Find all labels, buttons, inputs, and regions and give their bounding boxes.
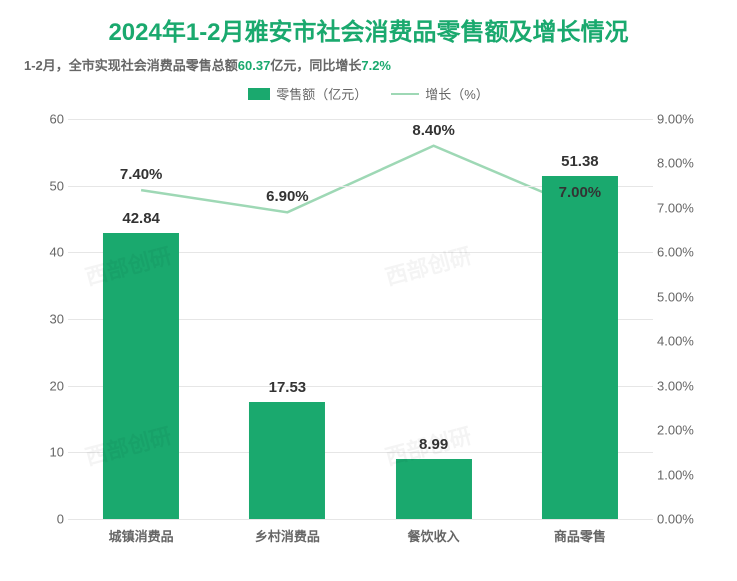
y-left-tick-label: 40 (24, 245, 64, 260)
y-right-tick-label: 1.00% (657, 467, 713, 482)
line-value-label: 7.00% (559, 184, 602, 201)
bar (396, 459, 472, 519)
legend-line-swatch (391, 93, 419, 95)
legend-item-line: 增长（%） (391, 84, 489, 103)
y-left-tick-label: 50 (24, 178, 64, 193)
plot-inner: 01020304050600.00%1.00%2.00%3.00%4.00%5.… (68, 119, 653, 519)
line-value-label: 8.40% (412, 122, 455, 139)
x-axis-label: 商品零售 (554, 526, 606, 545)
chart-container: 2024年1-2月雅安市社会消费品零售额及增长情况 1-2月，全市实现社会消费品… (0, 0, 737, 581)
bar-value-label: 17.53 (269, 379, 307, 396)
y-left-tick-label: 30 (24, 312, 64, 327)
legend: 零售额（亿元） 增长（%） (24, 84, 713, 103)
x-axis-label: 乡村消费品 (255, 526, 320, 545)
subtitle-prefix: 1-2月，全市实现社会消费品零售总额 (24, 58, 238, 73)
line-value-label: 6.90% (266, 188, 309, 205)
y-right-tick-label: 2.00% (657, 423, 713, 438)
bar (249, 402, 325, 519)
y-left-tick-label: 60 (24, 112, 64, 127)
x-axis-label: 餐饮收入 (408, 526, 460, 545)
y-right-tick-label: 4.00% (657, 334, 713, 349)
x-axis-label: 城镇消费品 (109, 526, 174, 545)
y-left-tick-label: 20 (24, 378, 64, 393)
y-right-tick-label: 3.00% (657, 378, 713, 393)
bar (103, 233, 179, 519)
y-right-tick-label: 0.00% (657, 512, 713, 527)
gridline (68, 119, 653, 120)
y-right-tick-label: 7.00% (657, 200, 713, 215)
subtitle-mid: 亿元，同比增长 (270, 58, 361, 73)
y-right-tick-label: 8.00% (657, 156, 713, 171)
plot-area: 0 10 20 30 40 50 60 0.00% 1.00% 2.00% 3.00% 4.00% 5.… (24, 109, 713, 549)
bar-value-label: 8.99 (419, 436, 448, 453)
y-right-tick-label: 5.00% (657, 289, 713, 304)
legend-bar-label: 零售额（亿元） (276, 84, 367, 103)
y-right-tick-label: 6.00% (657, 245, 713, 260)
legend-bar-swatch (248, 88, 270, 100)
gridline (68, 519, 653, 520)
bar-value-label: 42.84 (122, 210, 160, 227)
growth-line (141, 146, 580, 213)
bar (542, 176, 618, 519)
y-right-tick-label: 9.00% (657, 112, 713, 127)
y-left-tick-label: 0 (24, 512, 64, 527)
line-value-label: 7.40% (120, 166, 163, 183)
bar-value-label: 51.38 (561, 153, 599, 170)
legend-item-bar: 零售额（亿元） (248, 84, 367, 103)
legend-line-label: 增长（%） (425, 84, 489, 103)
subtitle-value-2: 7.2% (361, 58, 391, 73)
y-left-tick-label: 10 (24, 445, 64, 460)
subtitle-value-1: 60.37 (238, 58, 271, 73)
chart-subtitle: 1-2月，全市实现社会消费品零售总额60.37亿元，同比增长7.2% (24, 55, 713, 74)
chart-title: 2024年1-2月雅安市社会消费品零售额及增长情况 (24, 12, 713, 47)
